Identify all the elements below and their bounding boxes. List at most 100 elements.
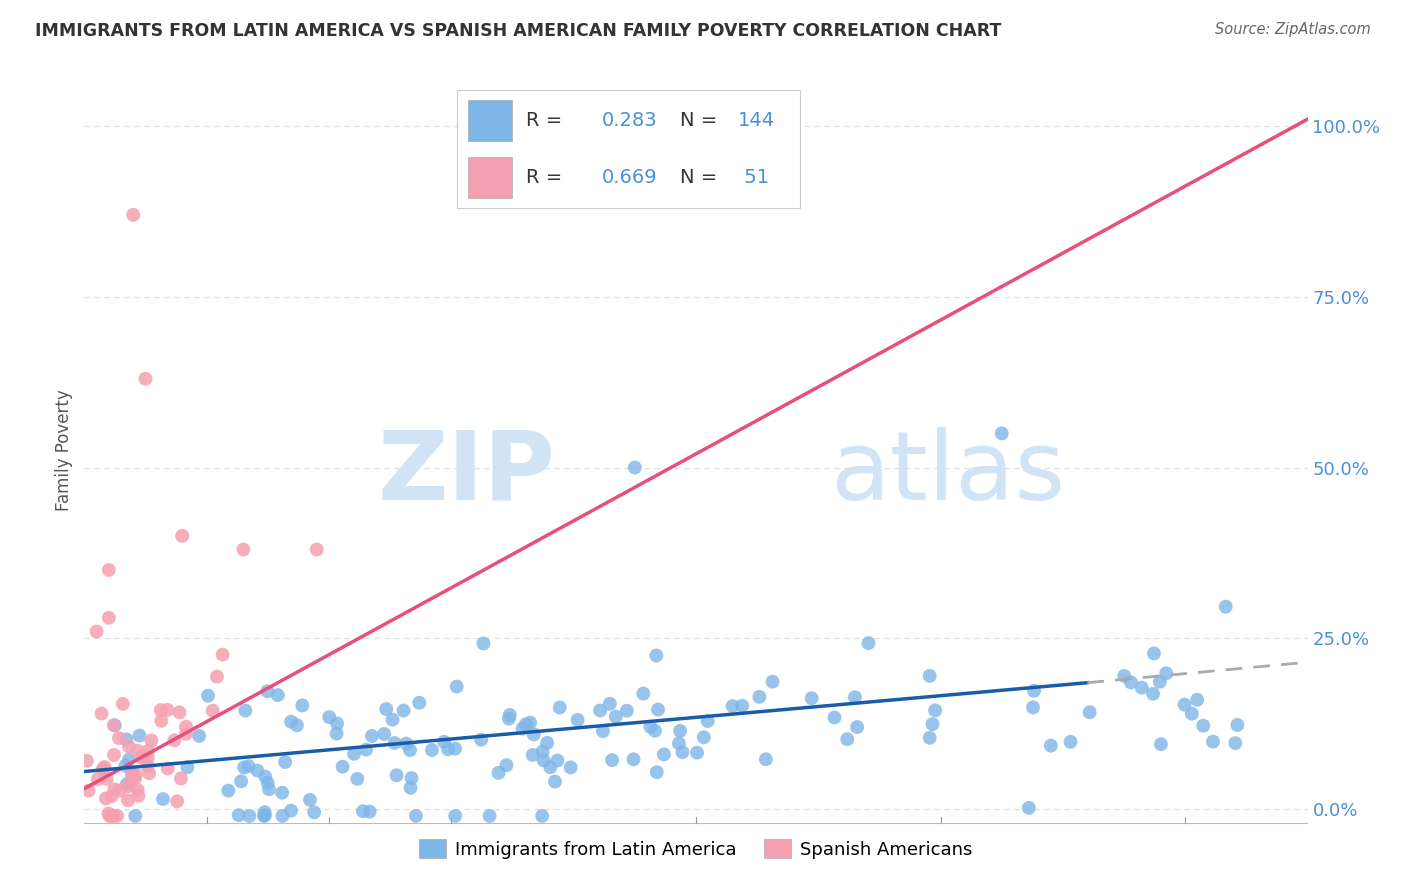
- Point: [115, 732, 138, 747]
- Point: [544, 774, 567, 789]
- Point: [170, 772, 193, 786]
- Point: [131, 750, 153, 764]
- Point: [1078, 706, 1101, 720]
- Point: [253, 805, 276, 820]
- Text: Source: ZipAtlas.com: Source: ZipAtlas.com: [1215, 22, 1371, 37]
- Point: [211, 648, 233, 662]
- Point: [104, 718, 127, 732]
- Point: [117, 793, 139, 807]
- Point: [298, 793, 321, 807]
- Point: [233, 760, 256, 774]
- Point: [498, 712, 520, 726]
- Y-axis label: Family Poverty: Family Poverty: [55, 390, 73, 511]
- Point: [1225, 736, 1247, 750]
- Point: [100, 789, 122, 804]
- Point: [846, 720, 869, 734]
- Point: [354, 742, 377, 756]
- Point: [599, 697, 621, 711]
- Point: [647, 702, 669, 716]
- Point: [755, 752, 778, 766]
- Point: [280, 804, 302, 818]
- Point: [121, 769, 143, 783]
- Text: ZIP: ZIP: [377, 426, 555, 520]
- Point: [748, 690, 770, 704]
- Legend: Immigrants from Latin America, Spanish Americans: Immigrants from Latin America, Spanish A…: [412, 832, 980, 866]
- Point: [918, 731, 941, 745]
- Point: [1149, 674, 1171, 689]
- Point: [274, 755, 297, 769]
- Point: [548, 700, 571, 714]
- Point: [135, 372, 157, 386]
- Point: [127, 783, 149, 797]
- Point: [188, 729, 211, 743]
- Point: [644, 723, 666, 738]
- Point: [91, 762, 114, 776]
- Point: [924, 703, 946, 717]
- Point: [325, 726, 347, 740]
- Point: [343, 747, 366, 761]
- Point: [1022, 700, 1045, 714]
- Point: [444, 741, 467, 756]
- Point: [918, 669, 941, 683]
- Point: [127, 744, 149, 758]
- Point: [533, 753, 555, 767]
- Point: [238, 759, 260, 773]
- Point: [103, 718, 125, 732]
- Point: [105, 809, 128, 823]
- Point: [731, 698, 754, 713]
- Point: [605, 709, 627, 723]
- Point: [589, 704, 612, 718]
- Point: [97, 806, 120, 821]
- Point: [921, 717, 943, 731]
- Point: [98, 809, 121, 823]
- Point: [721, 699, 744, 714]
- Point: [1192, 719, 1215, 733]
- Point: [253, 809, 276, 823]
- Point: [101, 809, 124, 823]
- Point: [401, 771, 423, 785]
- Point: [169, 706, 191, 720]
- Point: [392, 704, 415, 718]
- Point: [124, 772, 146, 786]
- Text: atlas: atlas: [831, 426, 1066, 520]
- Point: [433, 735, 456, 749]
- Point: [103, 747, 125, 762]
- Point: [121, 767, 143, 781]
- Point: [156, 703, 179, 717]
- Point: [1114, 669, 1136, 683]
- Point: [256, 684, 278, 698]
- Point: [326, 716, 349, 731]
- Point: [472, 636, 495, 650]
- Point: [395, 737, 418, 751]
- Point: [600, 753, 623, 767]
- Point: [115, 777, 138, 791]
- Point: [385, 768, 408, 782]
- Point: [93, 762, 115, 776]
- Point: [384, 736, 406, 750]
- Point: [536, 736, 558, 750]
- Point: [488, 765, 510, 780]
- Point: [531, 745, 554, 759]
- Point: [645, 648, 668, 663]
- Point: [136, 759, 159, 773]
- Point: [132, 749, 155, 764]
- Point: [824, 710, 846, 724]
- Point: [176, 760, 198, 774]
- Point: [96, 772, 118, 786]
- Point: [640, 720, 662, 734]
- Point: [844, 690, 866, 705]
- Point: [408, 696, 430, 710]
- Point: [232, 542, 254, 557]
- Point: [1130, 681, 1153, 695]
- Point: [156, 762, 179, 776]
- Point: [228, 808, 250, 822]
- Point: [1018, 801, 1040, 815]
- Point: [125, 767, 148, 781]
- Point: [108, 783, 131, 797]
- Point: [118, 753, 141, 767]
- Point: [118, 739, 141, 754]
- Point: [837, 732, 859, 747]
- Point: [87, 772, 110, 787]
- Point: [217, 783, 239, 797]
- Point: [163, 733, 186, 747]
